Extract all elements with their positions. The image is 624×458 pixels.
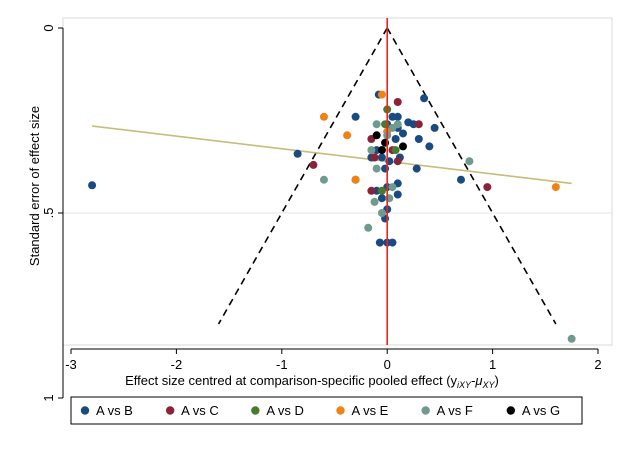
- point-a-vs-b-14: [391, 135, 400, 143]
- funnel-right-line: [386, 27, 557, 325]
- point-a-vs-b-0: [88, 181, 97, 190]
- point-a-vs-b-32: [388, 238, 397, 247]
- point-a-vs-g-2: [399, 142, 408, 151]
- point-a-vs-f-9: [364, 223, 373, 232]
- legend-label-3: A vs E: [352, 403, 389, 418]
- y-tick-label-2: 1: [41, 394, 56, 401]
- legend-marker-3: [336, 406, 345, 415]
- legend-label-4: A vs F: [437, 403, 473, 418]
- point-a-vs-g-0: [372, 131, 381, 140]
- point-a-vs-c-8: [370, 153, 379, 162]
- point-a-vs-b-12: [425, 142, 434, 151]
- point-a-vs-e-3: [351, 175, 360, 184]
- point-a-vs-c-5: [414, 120, 423, 129]
- point-a-vs-f-14: [367, 146, 376, 155]
- legend-marker-5: [506, 406, 516, 415]
- point-a-vs-b-28: [456, 175, 465, 184]
- point-a-vs-c-0: [309, 160, 318, 169]
- x-tick-label-5: 2: [594, 357, 601, 372]
- legend-marker-4: [421, 406, 430, 415]
- point-a-vs-b-11: [420, 94, 429, 103]
- y-tick-label-1: .5: [41, 208, 56, 219]
- point-a-vs-e-2: [377, 90, 386, 99]
- funnel-left-line: [217, 27, 388, 325]
- point-a-vs-e-1: [343, 131, 352, 140]
- point-a-vs-f-3: [372, 120, 381, 129]
- point-a-vs-c-4: [393, 98, 402, 106]
- point-a-vs-f-0: [567, 334, 576, 343]
- point-a-vs-b-7: [399, 129, 408, 138]
- point-a-vs-c-3: [367, 186, 376, 195]
- legend-label-0: A vs B: [96, 403, 133, 418]
- legend-label-5: A vs G: [522, 403, 560, 418]
- point-a-vs-f-7: [377, 209, 386, 217]
- point-a-vs-f-13: [393, 120, 402, 129]
- point-a-vs-b-22: [393, 190, 402, 199]
- point-a-vs-b-16: [377, 153, 386, 162]
- point-a-vs-f-10: [388, 183, 397, 192]
- x-tick-label-0: -3: [65, 357, 77, 372]
- point-a-vs-e-0: [319, 112, 328, 121]
- legend-box: [70, 396, 583, 425]
- legend-marker-2: [251, 406, 260, 415]
- regression-line: [91, 125, 572, 185]
- point-a-vs-b-30: [375, 238, 384, 247]
- point-a-vs-b-10: [414, 135, 423, 143]
- point-a-vs-f-2: [319, 175, 328, 184]
- point-a-vs-d-3: [391, 146, 400, 155]
- x-axis-title: Effect size centred at comparison-specif…: [125, 373, 499, 390]
- x-tick-label-1: -2: [171, 357, 183, 372]
- point-a-vs-d-2: [377, 186, 386, 195]
- x-tick-label-3: 0: [384, 357, 391, 372]
- point-a-vs-b-13: [430, 123, 439, 132]
- legend-marker-0: [80, 406, 90, 415]
- x-tick-label-4: 1: [489, 357, 496, 372]
- legend-label-2: A vs D: [266, 403, 304, 418]
- point-a-vs-b-1: [293, 149, 302, 158]
- point-a-vs-c-6: [483, 183, 492, 192]
- point-a-vs-b-29: [412, 164, 421, 173]
- point-a-vs-f-11: [372, 164, 381, 173]
- point-a-vs-c-7: [393, 157, 402, 166]
- point-a-vs-f-1: [465, 157, 474, 166]
- y-axis-title: Standard error of effect size: [27, 106, 42, 266]
- legend-label-1: A vs C: [181, 403, 219, 418]
- point-a-vs-e-4: [551, 183, 560, 192]
- point-a-vs-b-33: [393, 112, 402, 121]
- legend-marker-1: [165, 406, 175, 415]
- x-tick-label-2: -1: [276, 357, 288, 372]
- point-a-vs-b-25: [377, 194, 386, 203]
- point-a-vs-g-3: [377, 146, 386, 155]
- point-a-vs-b-2: [351, 112, 360, 121]
- point-a-vs-f-6: [370, 197, 379, 206]
- y-tick-label-0: 0: [41, 24, 56, 31]
